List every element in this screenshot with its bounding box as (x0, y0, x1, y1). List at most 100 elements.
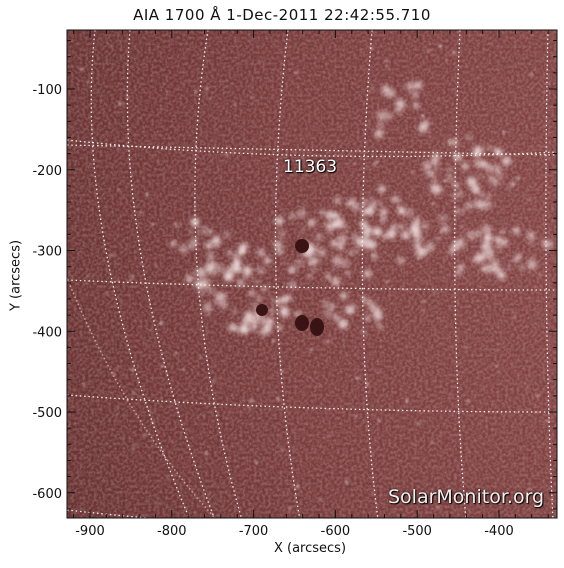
x-tick-label: -900 (75, 524, 105, 539)
solar-disk (67, 30, 557, 518)
network-point (428, 136, 431, 139)
plage-blob (332, 255, 343, 266)
sunspot (295, 239, 309, 253)
network-point (266, 443, 269, 445)
network-point (139, 319, 141, 322)
plage-blob (527, 260, 537, 270)
plage-blob (307, 326, 311, 330)
network-point (354, 415, 358, 418)
plage-blob (325, 210, 335, 220)
plage-blob (340, 292, 348, 300)
plage-blob (380, 217, 386, 223)
plage-blob (239, 241, 249, 251)
plage-blob (352, 303, 358, 308)
y-tick-label: -100 (32, 83, 62, 98)
network-point (204, 451, 209, 455)
plage-blob (251, 325, 257, 332)
plage-blob (345, 270, 351, 276)
network-point (79, 67, 83, 71)
network-point (544, 83, 546, 85)
plage-blob (414, 81, 423, 90)
network-point (294, 71, 298, 75)
plage-blob (315, 233, 323, 241)
plage-blob (190, 217, 200, 227)
plage-blob (207, 252, 214, 259)
network-point (289, 219, 291, 221)
network-point (131, 367, 136, 372)
plage-blob (431, 157, 439, 166)
plage-blob (429, 181, 437, 190)
network-point (115, 413, 118, 417)
plage-blob (297, 209, 306, 218)
plage-blob (324, 308, 334, 318)
watermark: SolarMonitor.org (388, 486, 545, 508)
plage-blob (203, 302, 213, 311)
network-point (119, 299, 123, 302)
plage-blob (465, 202, 473, 210)
plage-blob (415, 243, 421, 249)
plage-blob (485, 255, 489, 259)
plot-frame (66, 29, 558, 519)
plage-blob (513, 256, 520, 263)
network-point (110, 253, 114, 258)
network-point (226, 418, 229, 420)
network-point (390, 225, 394, 229)
longitude-line (90, 30, 191, 518)
plage-blob (243, 266, 253, 276)
network-point (392, 88, 395, 91)
network-point (377, 370, 380, 374)
plage-blob (264, 257, 271, 264)
network-point (107, 393, 110, 395)
plage-blob (418, 124, 427, 133)
plage-blob (205, 242, 213, 250)
plage-blob (491, 258, 499, 266)
plage-blob (502, 156, 512, 166)
network-point (319, 232, 323, 236)
network-point (494, 158, 497, 161)
network-point (171, 440, 174, 443)
network-point (339, 297, 342, 300)
network-point (156, 501, 159, 504)
network-point (389, 96, 391, 99)
plage-blob (479, 192, 484, 197)
network-point (511, 182, 516, 187)
network-point (499, 371, 501, 373)
network-point (160, 397, 163, 400)
network-point (209, 229, 214, 234)
network-point (513, 314, 517, 318)
plage-blob (214, 244, 219, 249)
plage-blob (370, 200, 378, 208)
network-point (247, 406, 252, 410)
plage-blob (481, 267, 485, 271)
network-point (131, 275, 135, 279)
network-point (452, 50, 456, 55)
plage-blob (257, 296, 262, 301)
x-tick-label: -700 (239, 524, 269, 539)
network-point (375, 257, 377, 260)
network-point (121, 439, 124, 442)
plage-blob (529, 241, 533, 245)
network-point (414, 443, 418, 447)
network-point (483, 235, 488, 240)
plage-blob (248, 289, 256, 297)
network-point (159, 321, 164, 326)
plage-blob (488, 255, 494, 261)
network-point (420, 200, 422, 203)
network-point (464, 346, 468, 350)
network-point (150, 329, 154, 332)
plage-blob (358, 239, 366, 247)
plage-blob (412, 91, 419, 99)
network-point (346, 229, 349, 232)
network-point (197, 322, 200, 324)
network-point (327, 434, 332, 438)
network-point (448, 392, 453, 396)
network-point (410, 170, 415, 175)
latitude-line (67, 144, 557, 156)
plage-regions (170, 81, 553, 344)
plage-blob (261, 252, 265, 256)
network-point (194, 203, 198, 206)
network-point (296, 214, 299, 216)
plage-blob (370, 87, 375, 92)
plage-blob (495, 169, 501, 175)
network-point (306, 162, 308, 164)
